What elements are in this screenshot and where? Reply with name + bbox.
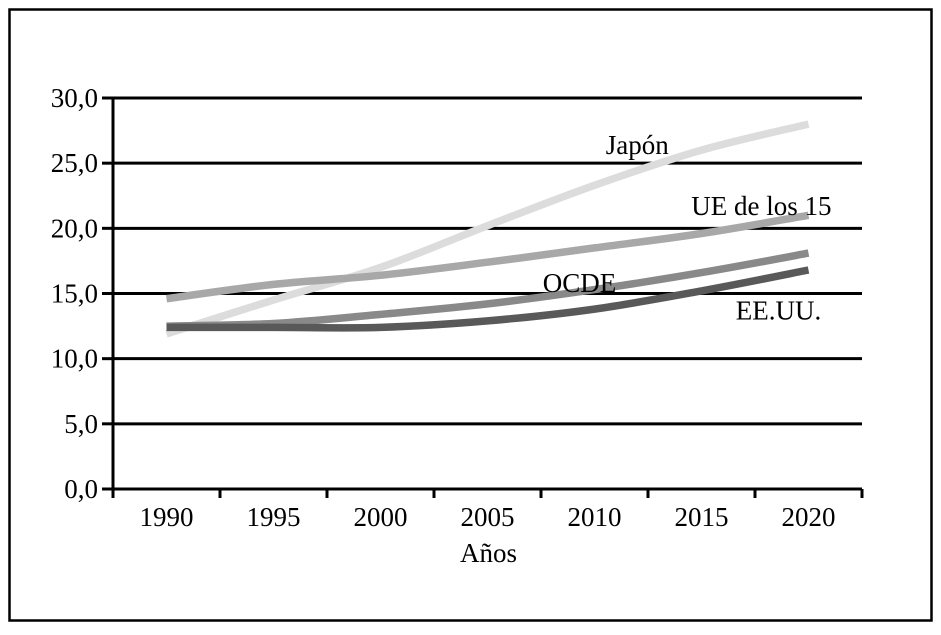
series-label: OCDE <box>543 268 617 298</box>
series-annotations: Japón UE de los 15 OCDE EE.UU. <box>543 130 832 326</box>
x-tick-label: 2005 <box>461 502 515 532</box>
x-tick-label: 1995 <box>247 502 301 532</box>
y-tick-label: 25,0 <box>51 148 98 178</box>
axes <box>102 96 864 498</box>
series-line-ee-uu <box>166 266 810 332</box>
y-tick-label: 20,0 <box>51 213 98 243</box>
outer-border <box>8 8 933 622</box>
x-tick-labels: 1990 1995 2000 2005 2010 2015 2020 <box>140 502 836 532</box>
series-lines <box>165 120 810 338</box>
series-line-jap-n <box>165 120 810 338</box>
y-tick-label: 15,0 <box>51 279 98 309</box>
y-tick-label: 30,0 <box>51 83 98 113</box>
x-tick-label: 2000 <box>354 502 408 532</box>
x-tick-label: 2015 <box>675 502 729 532</box>
x-tick-label: 2020 <box>782 502 836 532</box>
series-label: UE de los 15 <box>691 191 831 221</box>
series-line-ocde <box>166 249 810 330</box>
y-tick-label: 0,0 <box>64 474 98 504</box>
x-axis-title: Años <box>460 538 517 568</box>
series-label: EE.UU. <box>736 295 821 325</box>
y-tick-labels: 0,0 5,0 10,0 15,0 20,0 25,0 30,0 <box>51 83 98 504</box>
x-tick-label: 2010 <box>568 502 622 532</box>
y-tick-label: 10,0 <box>51 344 98 374</box>
series-label: Japón <box>606 130 669 160</box>
x-axis-title-label: Años <box>460 538 517 568</box>
series-line-ue-de-los-15 <box>165 211 810 303</box>
y-tick-label: 5,0 <box>64 409 98 439</box>
x-tick-label: 1990 <box>140 502 194 532</box>
